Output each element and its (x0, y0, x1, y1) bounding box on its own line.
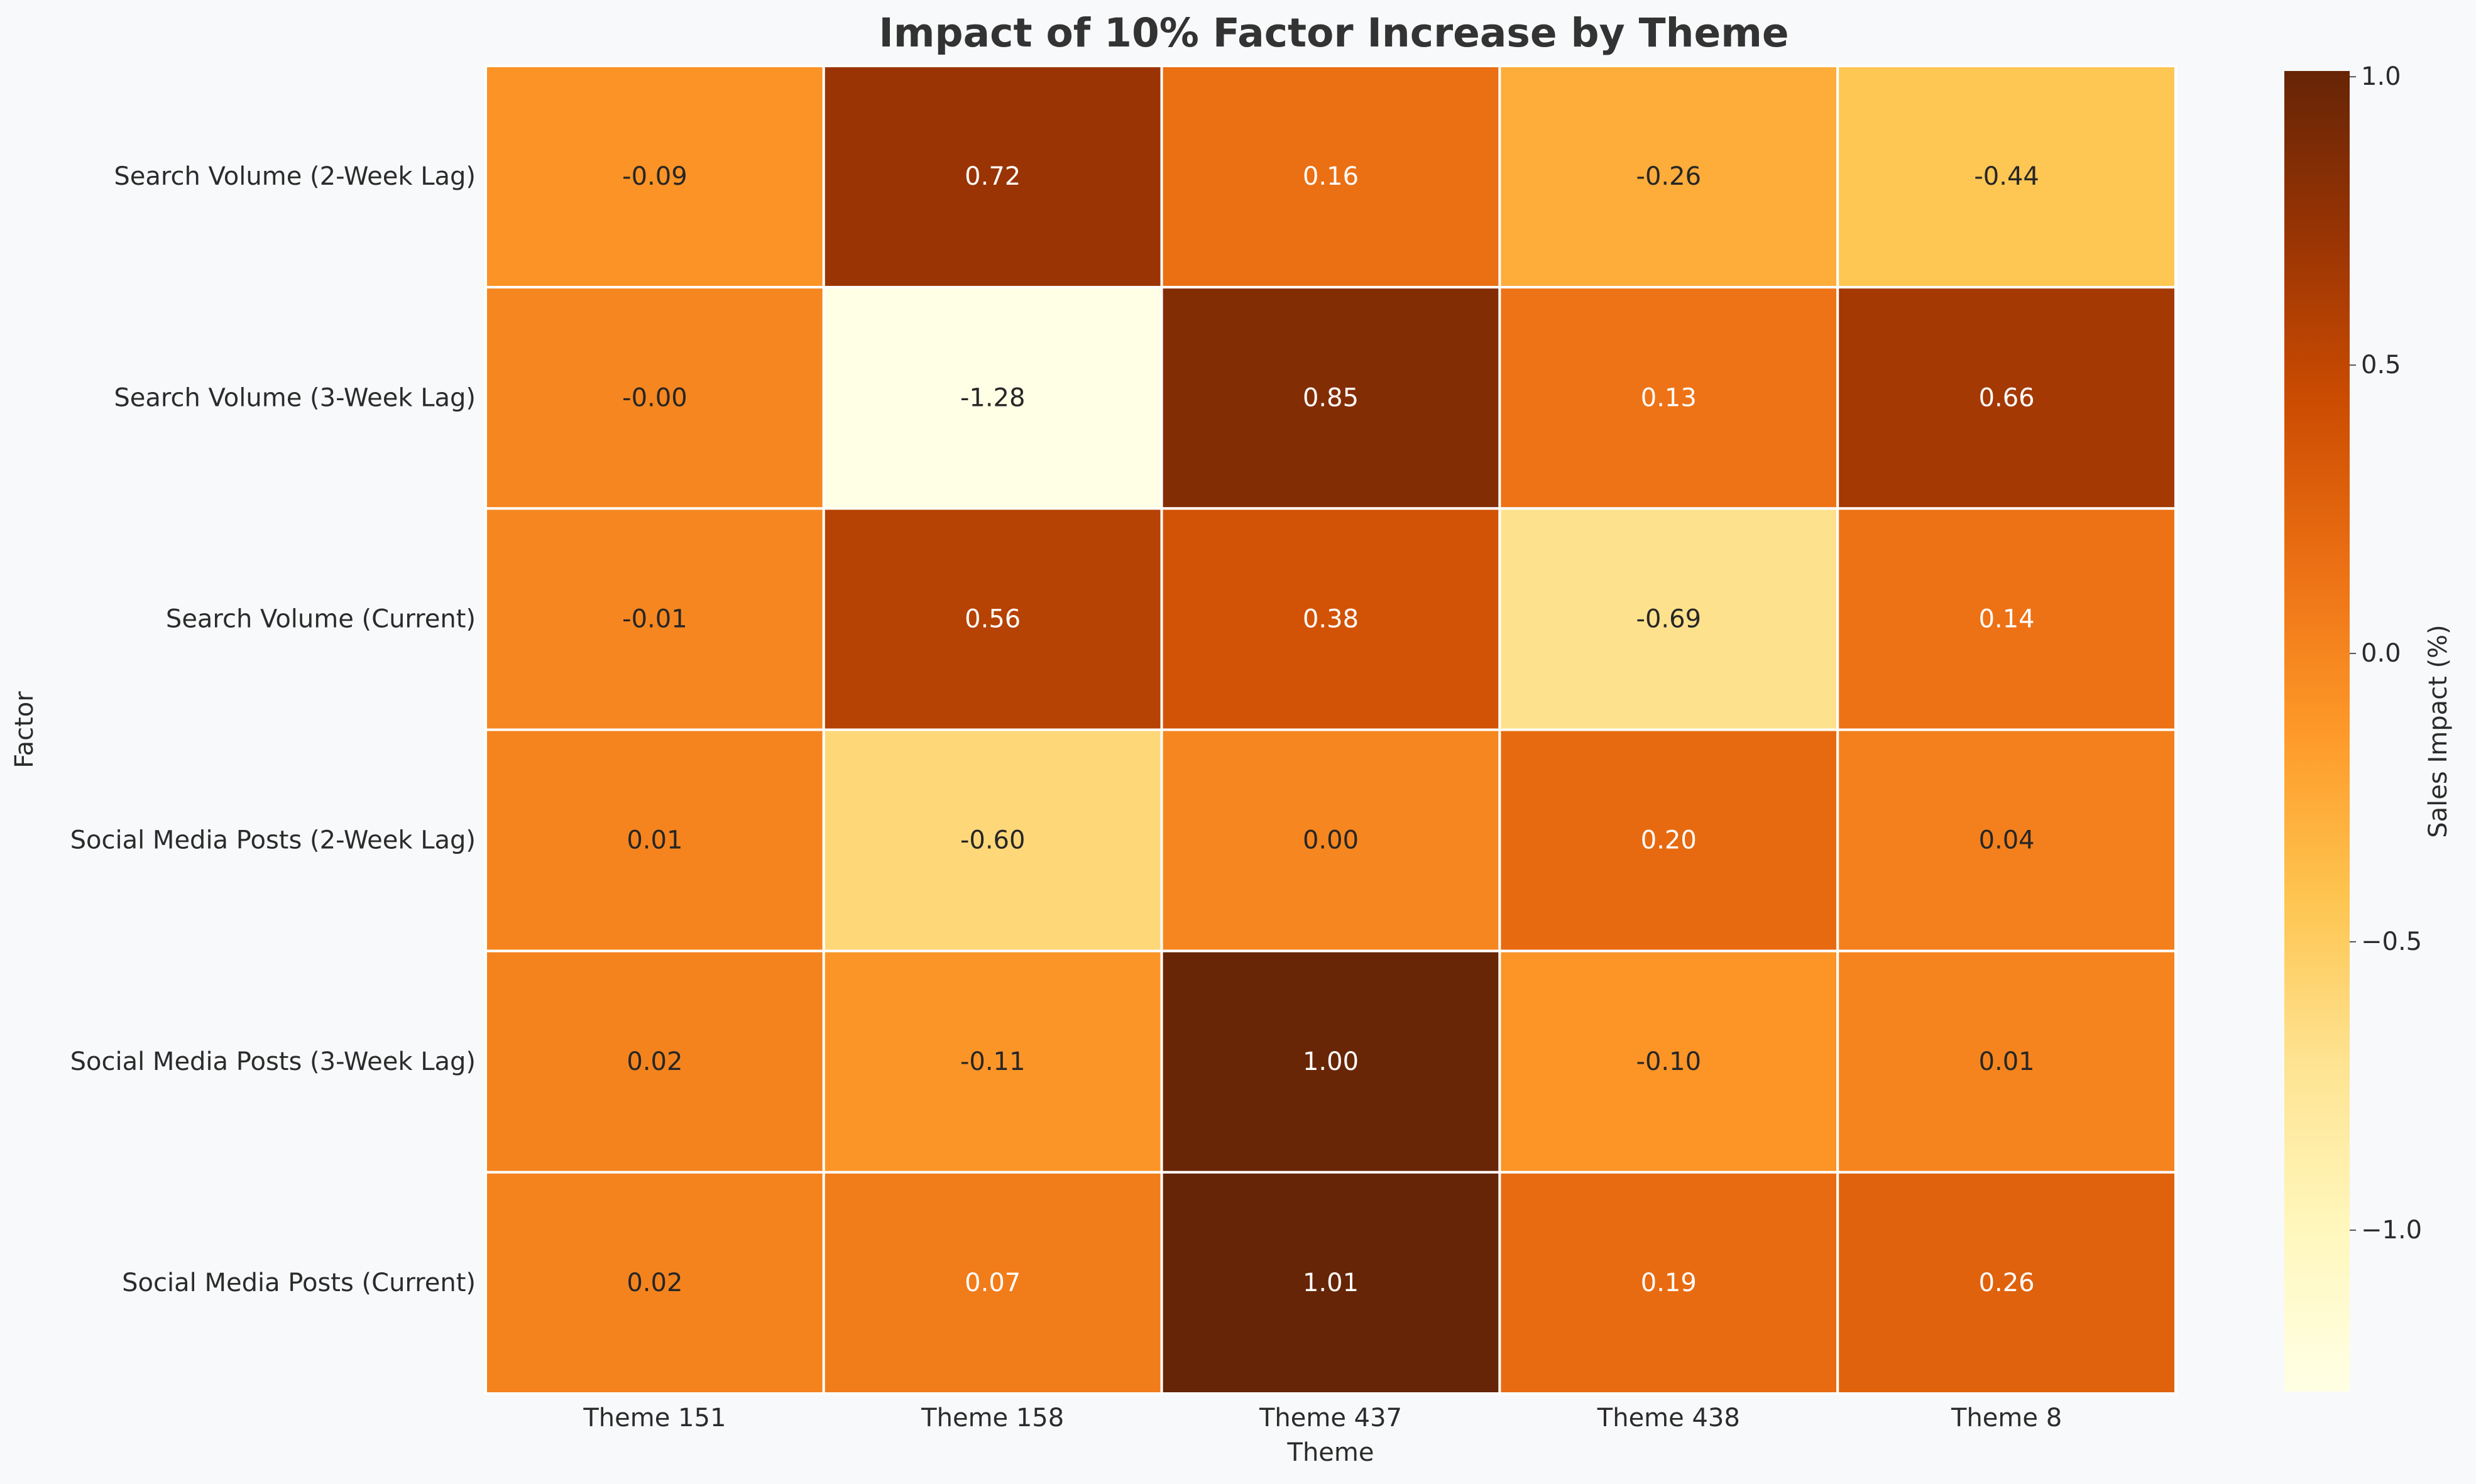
heatmap-cell (1160, 1170, 1501, 1395)
heatmap-cell (1836, 1170, 2177, 1395)
heatmap-cell (1836, 949, 2177, 1174)
heatmap-cell (1160, 728, 1501, 952)
cell-value-label: 0.01 (627, 826, 682, 855)
heatmap-cell (1160, 507, 1501, 731)
y-axis-label: Factor (10, 691, 39, 768)
chart-title: Impact of 10% Factor Increase by Theme (879, 10, 1789, 56)
cell-value-label: 0.16 (1303, 162, 1359, 191)
colorbar-gradient (2284, 71, 2350, 1392)
heatmap-cell (485, 65, 825, 289)
heatmap-cell (1836, 65, 2177, 289)
cell-value-label: -0.10 (1636, 1047, 1702, 1076)
y-tick-labels: Search Volume (2-Week Lag) Search Volume … (70, 162, 476, 1297)
cell-value-label: -0.60 (960, 826, 1026, 855)
y-tick-label: Social Media Posts (2-Week Lag) (70, 826, 476, 855)
heatmap-cell (822, 65, 1163, 289)
colorbar-tick-label: 1.0 (2361, 62, 2401, 91)
y-tick-label: Search Volume (3-Week Lag) (114, 383, 476, 412)
heatmap-cell (1836, 507, 2177, 731)
x-tick-label: Theme 158 (921, 1404, 1064, 1432)
y-tick-label: Search Volume (2-Week Lag) (114, 162, 476, 191)
cell-value-label: 0.04 (1979, 826, 2035, 855)
heatmap-cell (1836, 728, 2177, 952)
cell-value-label: 0.20 (1641, 826, 1697, 855)
cell-value-label: 0.02 (627, 1047, 682, 1076)
cell-value-label: -0.26 (1636, 162, 1702, 191)
cell-value-label: 0.56 (965, 604, 1021, 633)
cell-value-label: 0.66 (1979, 383, 2035, 412)
cell-value-label: -0.09 (622, 162, 687, 191)
heatmap-cell (1498, 1170, 1839, 1395)
cell-value-label: 0.26 (1979, 1268, 2035, 1297)
heatmap-cell (1160, 65, 1501, 289)
cell-value-label: -0.44 (1974, 162, 2039, 191)
heatmap-cell (485, 949, 825, 1174)
colorbar-label: Sales Impact (%) (2424, 625, 2453, 837)
cell-value-label: -0.01 (622, 604, 687, 633)
cell-value-label: 0.13 (1641, 383, 1697, 412)
cell-value-label: -1.28 (960, 383, 1026, 412)
heatmap-cell (822, 728, 1163, 952)
heatmap-cell (1160, 286, 1501, 510)
cell-value-label: 0.00 (1303, 826, 1359, 855)
cell-value-label: -0.11 (960, 1047, 1026, 1076)
cell-value-label: 0.14 (1979, 604, 2035, 633)
x-axis-label: Theme (1287, 1438, 1374, 1467)
cell-value-label: 0.01 (1979, 1047, 2035, 1076)
heatmap-cell (485, 728, 825, 952)
x-tick-label: Theme 8 (1951, 1404, 2062, 1432)
cell-value-label: 0.07 (965, 1268, 1021, 1297)
x-tick-label: Theme 151 (583, 1404, 726, 1432)
cell-value-label: 0.38 (1303, 604, 1359, 633)
x-tick-label: Theme 438 (1597, 1404, 1740, 1432)
colorbar: 1.0 0.5 0.0 −0.5 −1.0 Sales Impact (%) (2284, 62, 2453, 1392)
heatmap-cell (1836, 286, 2177, 510)
heatmap-cell (1160, 949, 1501, 1174)
cell-value-label: -0.00 (622, 383, 687, 412)
colorbar-tick-label: −1.0 (2361, 1216, 2422, 1245)
cell-value-label: 0.85 (1303, 383, 1359, 412)
colorbar-tick-label: 0.0 (2361, 639, 2401, 668)
x-tick-label: Theme 437 (1259, 1404, 1402, 1432)
colorbar-tick-label: 0.5 (2361, 351, 2401, 379)
heatmap-cell (822, 949, 1163, 1174)
cell-value-label: 1.01 (1303, 1268, 1359, 1297)
heatmap-cell (485, 286, 825, 510)
heatmap-cell (822, 1170, 1163, 1395)
colorbar-ticks: 1.0 0.5 0.0 −0.5 −1.0 (2350, 62, 2422, 1245)
y-tick-label: Search Volume (Current) (166, 604, 476, 633)
cell-value-label: 0.02 (627, 1268, 682, 1297)
cell-value-label: 0.19 (1641, 1268, 1697, 1297)
heatmap-cell (1498, 507, 1839, 731)
heatmap-cells: -0.09 0.72 0.16 -0.26 -0.44 -0.00 -1.28 0.85 0.1… (485, 65, 2177, 1395)
x-tick-labels: Theme 151 Theme 158 Theme 437 Theme 438 Them… (583, 1404, 2062, 1432)
y-tick-label: Social Media Posts (Current) (122, 1268, 476, 1297)
heatmap-cell (1498, 728, 1839, 952)
heatmap-cell (1498, 65, 1839, 289)
cell-value-label: 1.00 (1303, 1047, 1359, 1076)
cell-value-label: -0.69 (1636, 604, 1702, 633)
colorbar-tick-label: −0.5 (2361, 927, 2422, 956)
cell-value-label: 0.72 (965, 162, 1021, 191)
heatmap-cell (822, 507, 1163, 731)
y-tick-label: Social Media Posts (3-Week Lag) (70, 1047, 476, 1076)
